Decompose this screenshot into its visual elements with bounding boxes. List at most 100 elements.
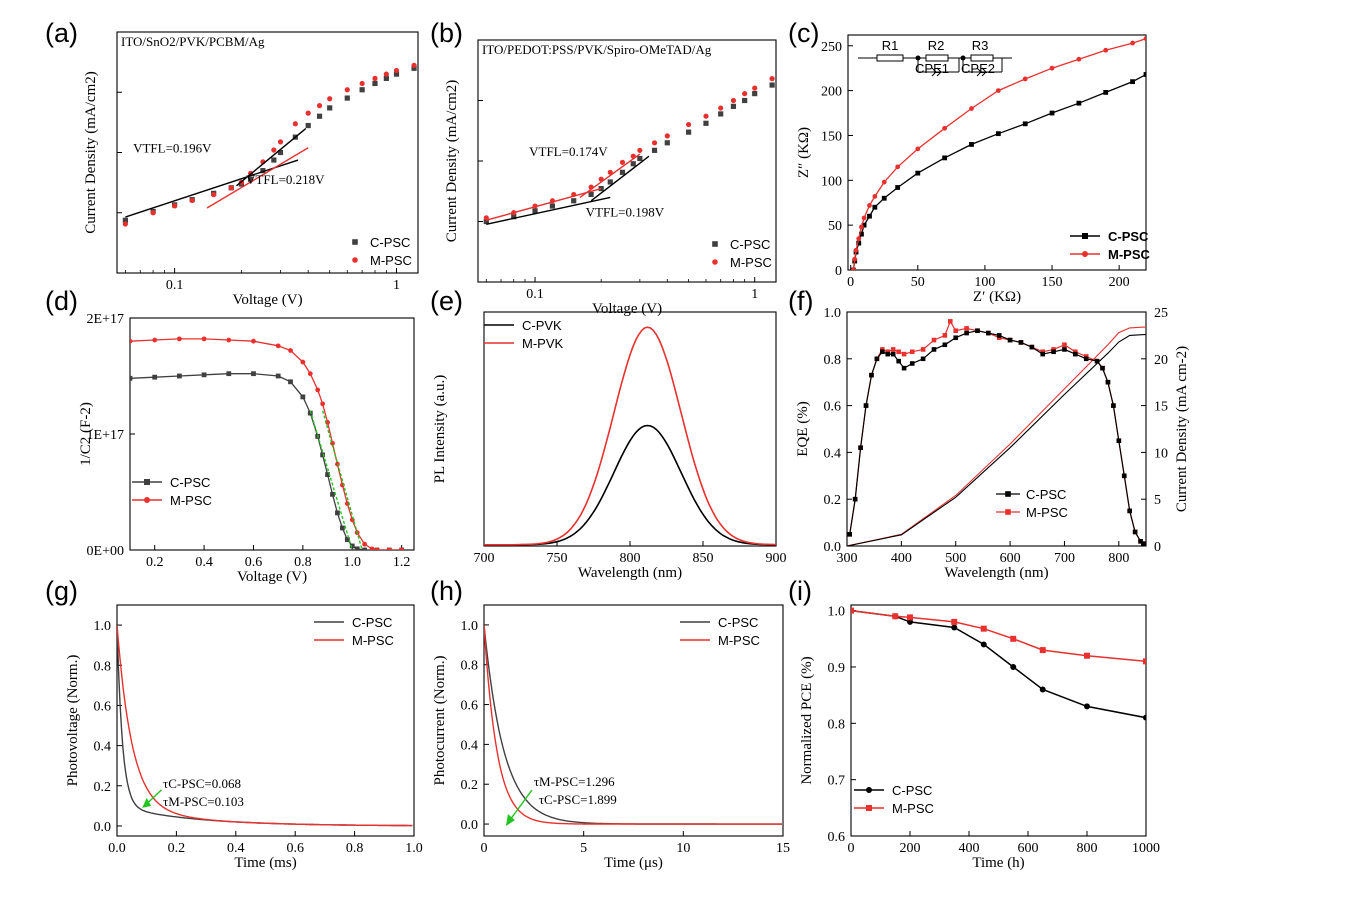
data-point-M-PSC (201, 336, 207, 342)
y-tick-label: 0.8 (94, 659, 112, 674)
plot-area (484, 624, 782, 827)
cpe-symbol (981, 67, 987, 77)
annotation: τM-PSC=1.296 (534, 774, 615, 789)
y-tick-label: 0.8 (828, 717, 846, 732)
data-point-C-PSC (260, 168, 266, 174)
data-point-M-PSC (176, 336, 182, 342)
jsc-line-C-PSC (847, 333, 1146, 546)
data-point-M-PSC (1049, 65, 1055, 71)
data-point-C-PSC (859, 231, 864, 237)
panel-label: (b) (430, 18, 463, 48)
data-point-M-PSC (752, 85, 758, 91)
data-point-M-PSC (369, 546, 375, 550)
eqe-point-C-PSC (1100, 365, 1105, 371)
data-point-M-PSC (856, 236, 862, 242)
eqe-point-C-PSC (1121, 473, 1127, 479)
data-point-C-PSC (1084, 703, 1090, 710)
y-tick-label: 2E+17 (87, 312, 124, 327)
annotation: VTFL=0.196V (133, 141, 212, 156)
eqe-point-M-PSC (996, 335, 1002, 341)
x-tick-label: 750 (547, 551, 568, 566)
data-point-C-PSC (549, 203, 556, 209)
eqe-point-C-PSC (1083, 356, 1089, 362)
x-tick-label: 0.1 (166, 278, 184, 293)
data-point-M-PSC (942, 125, 948, 131)
green-arrow-head (505, 814, 515, 827)
data-point-M-PSC (383, 71, 389, 77)
data-point-C-PSC (969, 142, 974, 147)
legend-label: C-PSC (1108, 229, 1149, 244)
panel-h: (h) 0 5 10 15 0.0 0.2 0.4 0.6 0.8 1.0 Time (μs) Phot… (430, 576, 790, 871)
x-axis-label: Time (ms) (234, 855, 296, 871)
data-point-C-PSC (867, 213, 872, 219)
eqe-point-C-PSC (858, 445, 863, 451)
data-point-M-PSC (915, 146, 921, 152)
data-point-M-PSC (320, 401, 326, 407)
legend-marker (866, 787, 872, 793)
y-tick-label: 50 (828, 219, 842, 234)
panel-label: (c) (788, 18, 819, 48)
data-point-C-PSC (532, 208, 538, 214)
data-point-M-PSC (718, 105, 724, 111)
data-point-M-PSC (386, 547, 392, 550)
legend-marker (144, 479, 150, 485)
x-tick-label: 0 (481, 841, 488, 856)
y-axis-label: Photocurrent (Norm.) (432, 656, 448, 786)
annotation: τC-PSC=1.899 (539, 792, 617, 807)
plot-area (483, 76, 775, 225)
annotation: VTFL=0.218V (246, 172, 325, 187)
eqe-point-C-PSC (896, 358, 901, 364)
data-point-M-PSC (152, 337, 158, 343)
y-tick-label: 0.8 (461, 659, 479, 674)
cpe-symbol (931, 67, 937, 77)
x-axis-label: Wavelength (nm) (944, 565, 1048, 581)
data-point-C-PSC (130, 375, 133, 381)
data-point-C-PSC (995, 131, 1001, 137)
data-point-C-PSC (383, 75, 389, 81)
x-tick-label: 0.4 (195, 555, 213, 570)
data-point-M-PSC (881, 179, 887, 185)
data-point-M-PSC (730, 97, 737, 104)
eqe-point-M-PSC (953, 328, 959, 334)
panel-label: (d) (45, 286, 78, 316)
y-tick-label: 0.2 (824, 493, 842, 508)
data-point-M-PSC (637, 147, 643, 153)
equivalent-circuit-inset: R1 R2 R3 CPE1 CPE2 (858, 38, 1012, 77)
data-point-M-PSC (411, 62, 417, 68)
eqe-point-C-PSC (1140, 541, 1146, 546)
resistor (970, 54, 994, 62)
data-point-C-PSC (951, 624, 958, 631)
legend-label: C-PSC (1026, 487, 1066, 502)
y-tick-label: 0.2 (94, 780, 112, 795)
y-tick-label: 0.2 (461, 778, 479, 793)
eqe-point-C-PSC (920, 356, 926, 362)
data-point-C-PSC (344, 95, 350, 101)
eqe-point-M-PSC (931, 337, 937, 343)
x-tick-label: 1.0 (344, 555, 362, 570)
data-point-C-PSC (320, 452, 326, 458)
eqe-point-M-PSC (880, 347, 885, 352)
data-point-C-PSC (330, 491, 335, 497)
data-point-M-PSC (851, 607, 854, 614)
y2-tick-label: 0 (1154, 540, 1161, 555)
x-tick-label: 150 (1042, 275, 1063, 290)
x-tick-label: 0.0 (108, 841, 126, 856)
plot-area (122, 62, 417, 227)
legend-label: C-PSC (352, 615, 392, 630)
plot-area (484, 326, 776, 546)
panel-c: (c) 0 50 100 150 200 0 50 100 150 200 250 Z′ (KΩ) Z″ … (788, 18, 1151, 305)
x-tick-label: 0.2 (146, 555, 164, 570)
data-point-M-PSC (271, 147, 277, 153)
legend-label: M-PSC (730, 255, 772, 270)
y-tick-label: 0.6 (828, 830, 846, 845)
data-point-C-PSC (316, 113, 323, 119)
data-point-M-PSC (867, 203, 872, 208)
eqe-point-M-PSC (964, 326, 969, 331)
series-line-M-PVK (484, 326, 776, 546)
eqe-point-M-PSC (1051, 347, 1056, 352)
x-tick-label: 200 (1109, 275, 1130, 290)
legend-label: M-PSC (352, 633, 394, 648)
annotation: VTFL=0.198V (586, 205, 665, 220)
green-arrow (509, 789, 533, 821)
plot-frame (847, 34, 1147, 271)
